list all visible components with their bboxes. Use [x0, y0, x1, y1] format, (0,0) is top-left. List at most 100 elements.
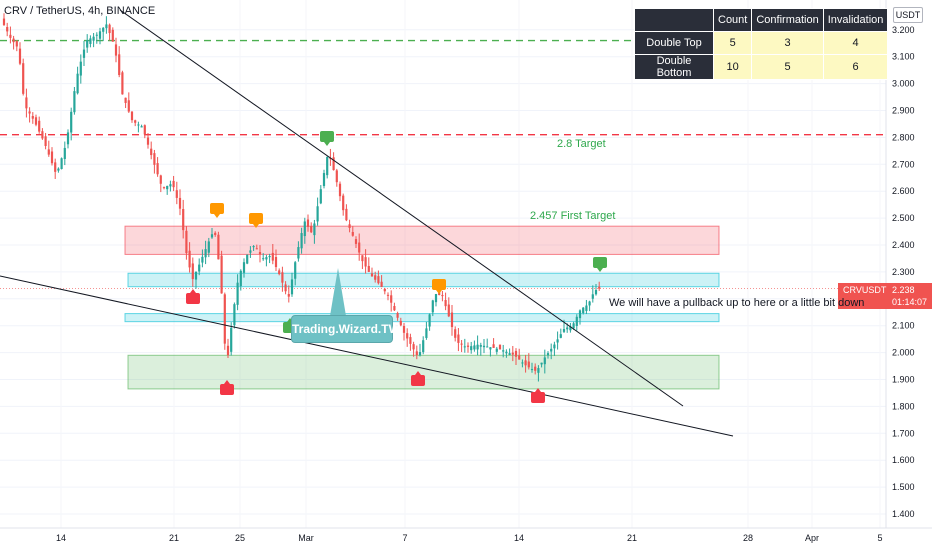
candle-body	[530, 369, 534, 371]
current-price-tag: CRVUSDT 2.238 01:14:07	[838, 282, 932, 309]
candle-body	[201, 256, 204, 263]
price-tick-label: 2.100	[892, 321, 915, 331]
price-tick-label: 1.700	[892, 428, 915, 438]
invalidation-cell: 6	[822, 54, 889, 80]
price-tick-label: 1.800	[892, 401, 915, 411]
candle-body	[223, 294, 226, 344]
time-tick-label: 14	[56, 533, 66, 543]
candle-body	[169, 184, 172, 187]
candle-body	[220, 255, 223, 294]
grid-lines	[0, 29, 886, 515]
marker-pointer	[224, 380, 230, 384]
candle-body	[47, 149, 50, 155]
candle-body	[412, 344, 415, 350]
price-tick-label: 1.400	[892, 509, 915, 519]
candle-body	[550, 348, 553, 352]
currency-unit-button[interactable]: USDT	[893, 7, 923, 23]
candle-body	[572, 323, 575, 329]
candle-body	[182, 209, 185, 231]
candle-body	[15, 40, 18, 47]
price-tick-label: 2.600	[892, 186, 915, 196]
orange-marker	[249, 213, 263, 228]
candle-body	[354, 239, 358, 244]
table-row: Double Top 5 3 4	[634, 31, 889, 55]
stats-header-blank	[634, 8, 714, 32]
candle-body	[335, 170, 338, 183]
descending-trendline	[119, 9, 684, 407]
candle-body	[316, 206, 319, 222]
candle-body	[518, 355, 521, 360]
candle-body	[175, 190, 178, 198]
candle-body	[524, 360, 527, 366]
candle-body	[102, 27, 105, 32]
pattern-stats-table: Count Confirmation Invalidation Double T…	[634, 8, 889, 80]
marker-pointer	[415, 371, 421, 375]
time-tick-label: 7	[402, 533, 407, 543]
count-cell: 10	[712, 54, 753, 80]
invalidation-cell: 4	[822, 31, 889, 55]
candle-body	[162, 187, 166, 189]
marker-body	[210, 203, 224, 214]
candle-body	[146, 137, 150, 145]
candle-body	[255, 248, 258, 250]
time-tick-label: 14	[514, 533, 524, 543]
time-axis: 14 21 25 Mar 7 14 21 28 Apr 5	[0, 527, 932, 543]
candle-body	[473, 345, 476, 350]
candle-body	[38, 120, 41, 132]
candle-body	[89, 38, 92, 44]
candle-body	[479, 345, 482, 347]
target-label-first: 2.457 First Target	[530, 210, 616, 222]
candle-body	[121, 72, 124, 95]
candle-body	[332, 157, 335, 171]
candle-body	[322, 173, 326, 187]
marker-body	[249, 213, 263, 224]
candle-body	[498, 344, 502, 350]
candle-body	[188, 250, 191, 268]
price-tick-label: 2.300	[892, 267, 915, 277]
candle-body	[258, 252, 262, 255]
marker-pointer	[190, 289, 196, 293]
candle-body	[73, 91, 76, 113]
marker-body	[531, 392, 545, 403]
stats-header-invalidation: Invalidation	[822, 8, 889, 32]
candle-body	[386, 294, 390, 296]
candle-body	[591, 294, 594, 299]
price-axis: 3.200 3.100 3.000 2.900 2.800 2.700 2.600 2.500…	[885, 0, 932, 528]
candle-body	[9, 34, 12, 38]
marker-pointer	[214, 214, 220, 218]
resistance-zone	[124, 225, 720, 255]
candle-body	[262, 258, 265, 260]
candle-body	[409, 337, 412, 344]
candle-body	[98, 31, 102, 39]
candle-body	[290, 279, 294, 295]
candles	[2, 13, 601, 382]
candle-body	[454, 329, 457, 338]
time-tick-label: 21	[169, 533, 179, 543]
candle-body	[502, 350, 505, 352]
candle-body	[582, 307, 585, 313]
candle-body	[252, 246, 255, 248]
candle-body	[329, 158, 332, 160]
confirmation-cell: 3	[751, 31, 824, 55]
candle-body	[178, 197, 182, 209]
candle-body	[482, 345, 486, 348]
candle-body	[242, 262, 246, 273]
price-tick-label: 3.100	[892, 52, 915, 62]
candle-body	[134, 120, 137, 123]
price-tick-label: 1.900	[892, 375, 915, 385]
price-tag-price: 2.238	[892, 284, 915, 295]
candle-body	[214, 232, 217, 235]
candle-body	[450, 312, 454, 328]
red-marker	[411, 371, 425, 386]
candle-body	[556, 339, 559, 343]
candle-body	[159, 175, 162, 184]
candle-body	[226, 345, 230, 356]
candle-body	[34, 117, 38, 125]
candle-body	[476, 344, 479, 350]
price-tick-label: 2.400	[892, 240, 915, 250]
candle-body	[489, 347, 492, 350]
candle-body	[50, 151, 54, 164]
candle-body	[2, 18, 6, 25]
candle-body	[63, 147, 66, 159]
